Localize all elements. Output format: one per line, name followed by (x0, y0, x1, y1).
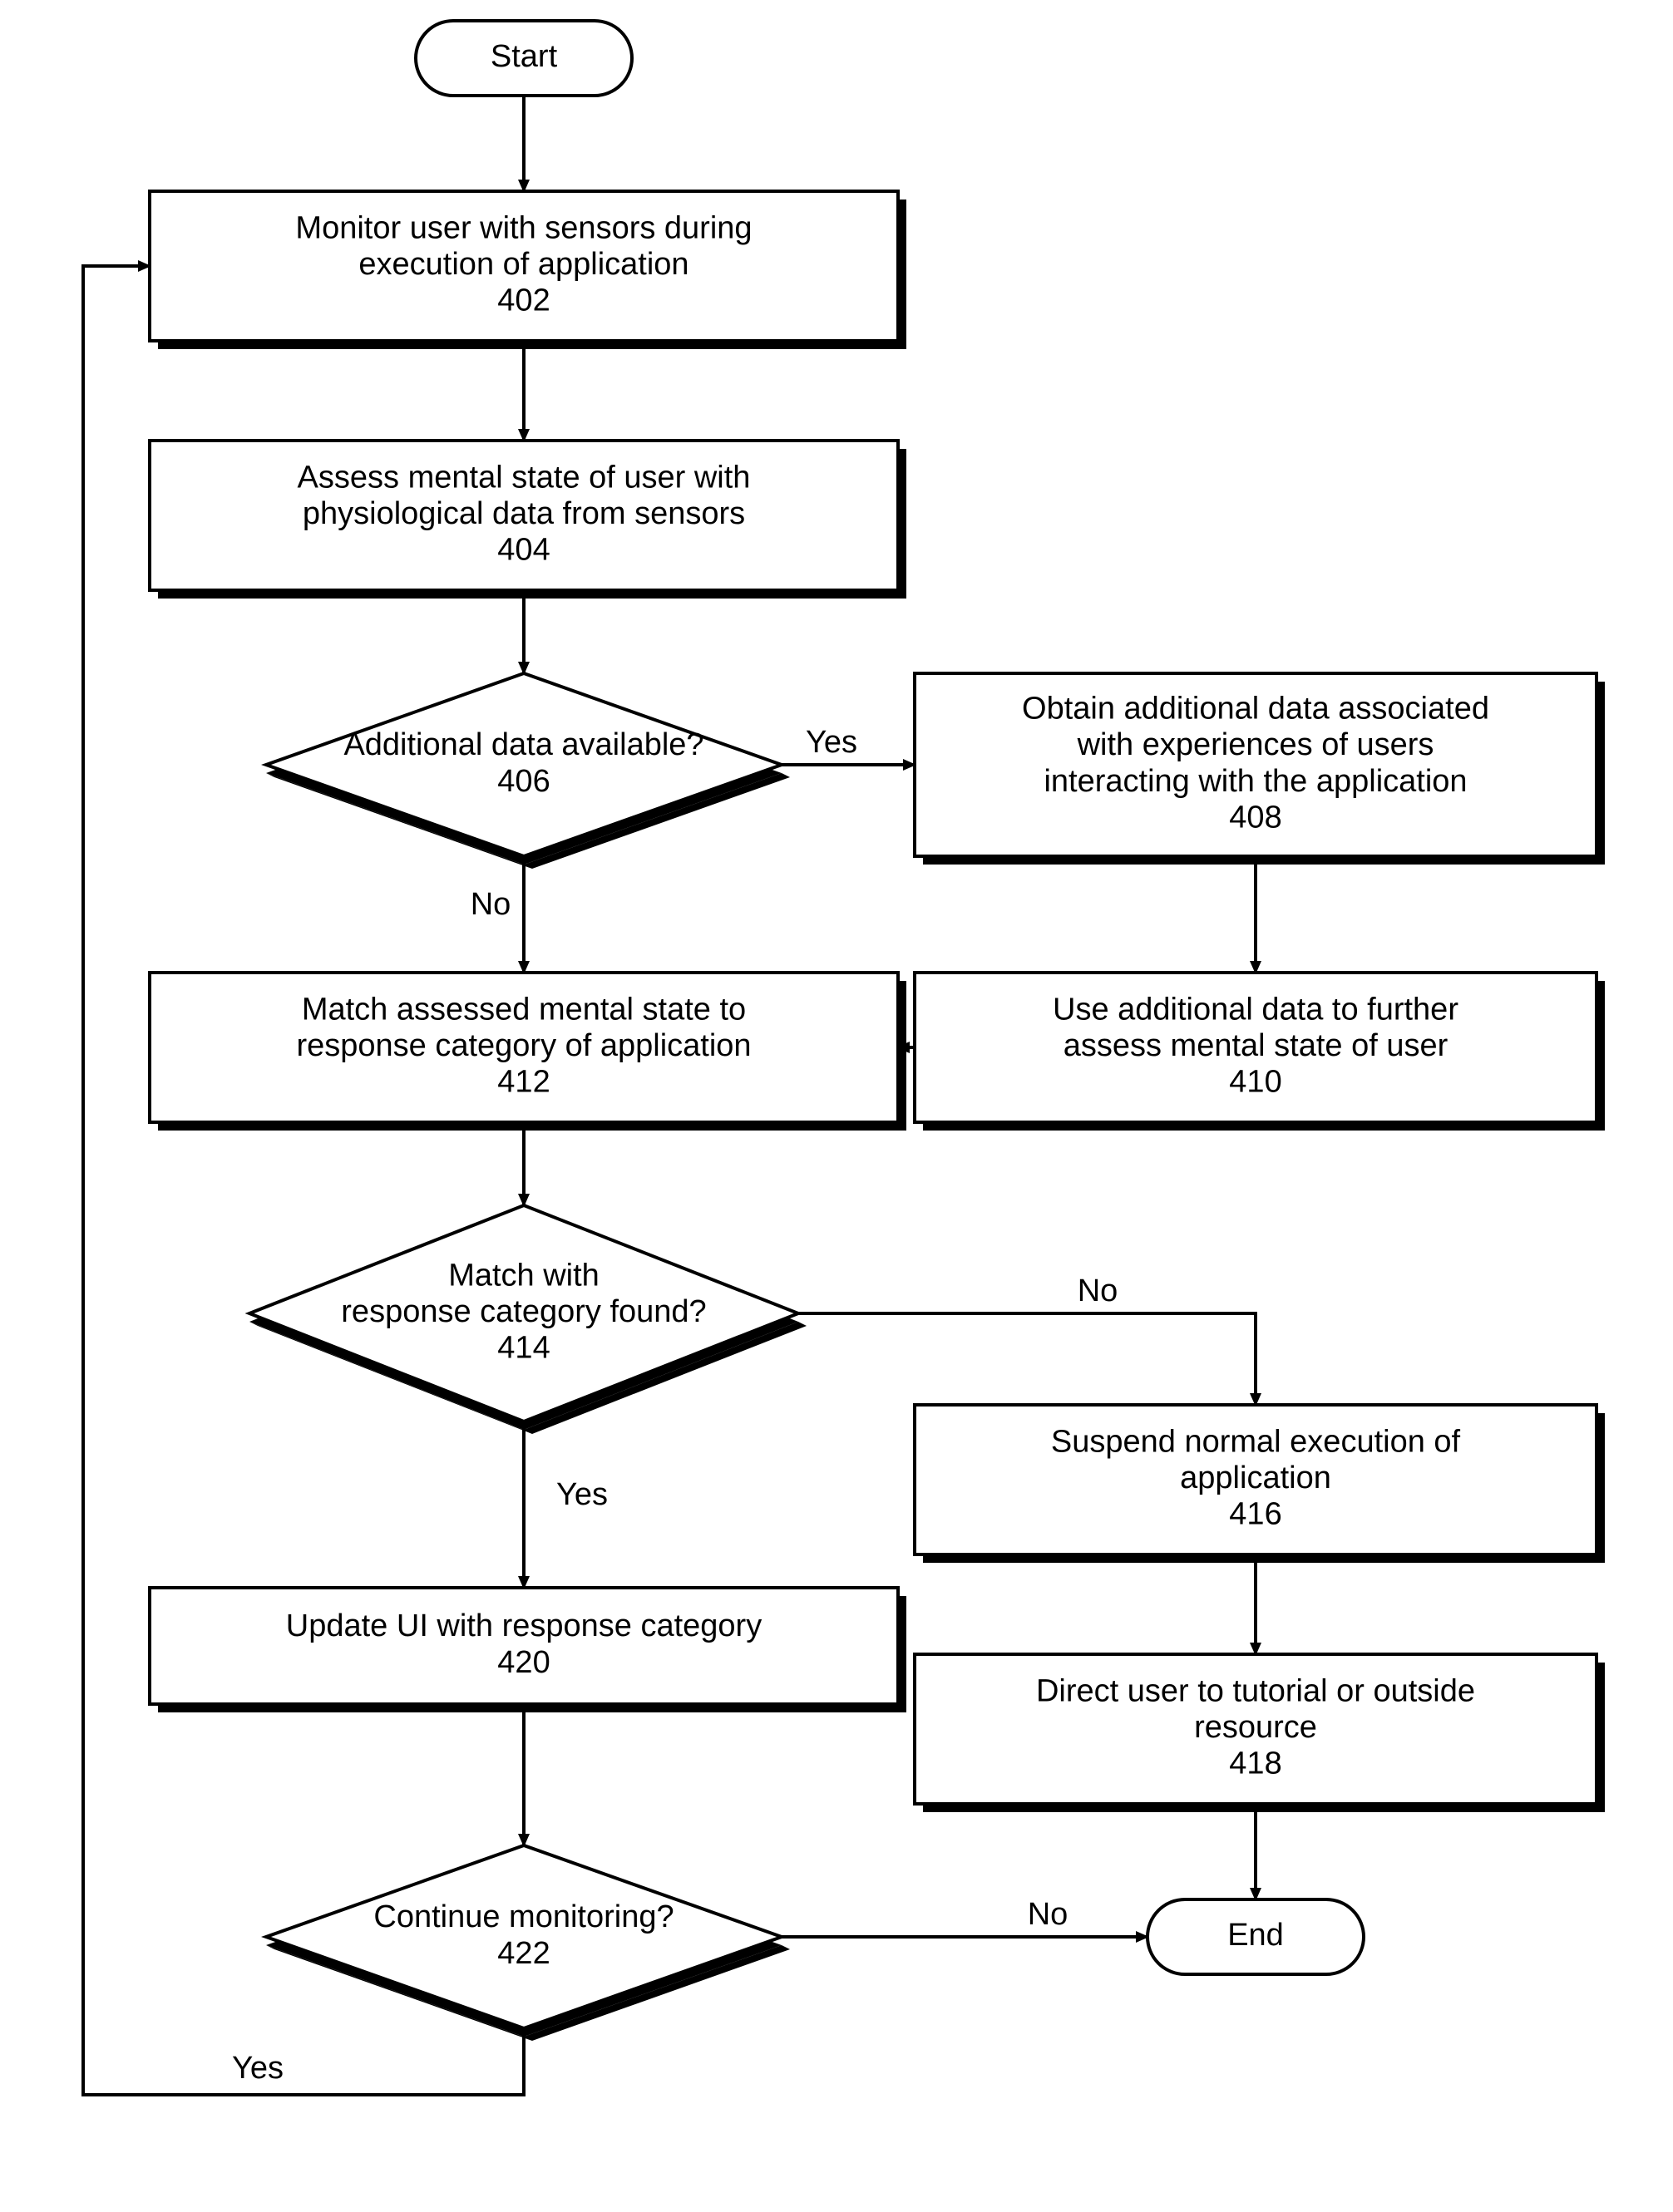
n420-label: 420 (497, 1645, 550, 1680)
n410-label: 410 (1229, 1065, 1281, 1100)
n406-label: 406 (497, 764, 550, 799)
edge-label-n406-n408: Yes (806, 725, 857, 760)
n408-label: 408 (1229, 801, 1281, 835)
n408-label: with experiences of users (1077, 727, 1434, 762)
n418-label: Direct user to tutorial or outside (1036, 1673, 1475, 1708)
end-label: End (1227, 1918, 1284, 1953)
n412-label: 412 (497, 1065, 550, 1100)
edge-label-n422-end: No (1028, 1897, 1068, 1932)
edge-label-n406-n412: No (471, 887, 511, 922)
flowchart: Start Monitor user with sensors duringexe… (0, 0, 1673, 2212)
edge-label-n422-n402: Yes (232, 2051, 284, 2086)
n414-label: 414 (497, 1331, 550, 1366)
n418-label: 418 (1229, 1746, 1281, 1781)
n422-label: 422 (497, 1936, 550, 1971)
n408-label: interacting with the application (1044, 764, 1467, 799)
edge-n414-n416 (798, 1313, 1256, 1405)
n402-label: Monitor user with sensors during (295, 210, 752, 245)
n416-label: application (1180, 1461, 1331, 1495)
n404-label: 404 (497, 533, 550, 568)
n406-label: Additional data available? (343, 727, 703, 762)
n412-label: Match assessed mental state to (302, 992, 746, 1027)
n410-label: Use additional data to further (1053, 992, 1458, 1027)
n416-label: 416 (1229, 1497, 1281, 1532)
n404-label: Assess mental state of user with (298, 460, 751, 495)
n404-label: physiological data from sensors (303, 496, 745, 531)
n420-label: Update UI with response category (286, 1609, 762, 1643)
n416-label: Suspend normal execution of (1051, 1424, 1461, 1459)
n402-label: 402 (497, 283, 550, 318)
edge-label-n414-n416: No (1078, 1274, 1118, 1308)
n418-label: resource (1194, 1710, 1317, 1745)
n414-label: Match with (448, 1258, 600, 1293)
n410-label: assess mental state of user (1064, 1028, 1448, 1063)
n408-label: Obtain additional data associated (1022, 691, 1489, 726)
n412-label: response category of application (296, 1028, 751, 1063)
n414-label: response category found? (341, 1294, 706, 1329)
edge-label-n414-n420: Yes (556, 1477, 608, 1512)
n422-label: Continue monitoring? (373, 1899, 674, 1934)
start-label: Start (491, 39, 558, 74)
n402-label: execution of application (358, 247, 688, 282)
